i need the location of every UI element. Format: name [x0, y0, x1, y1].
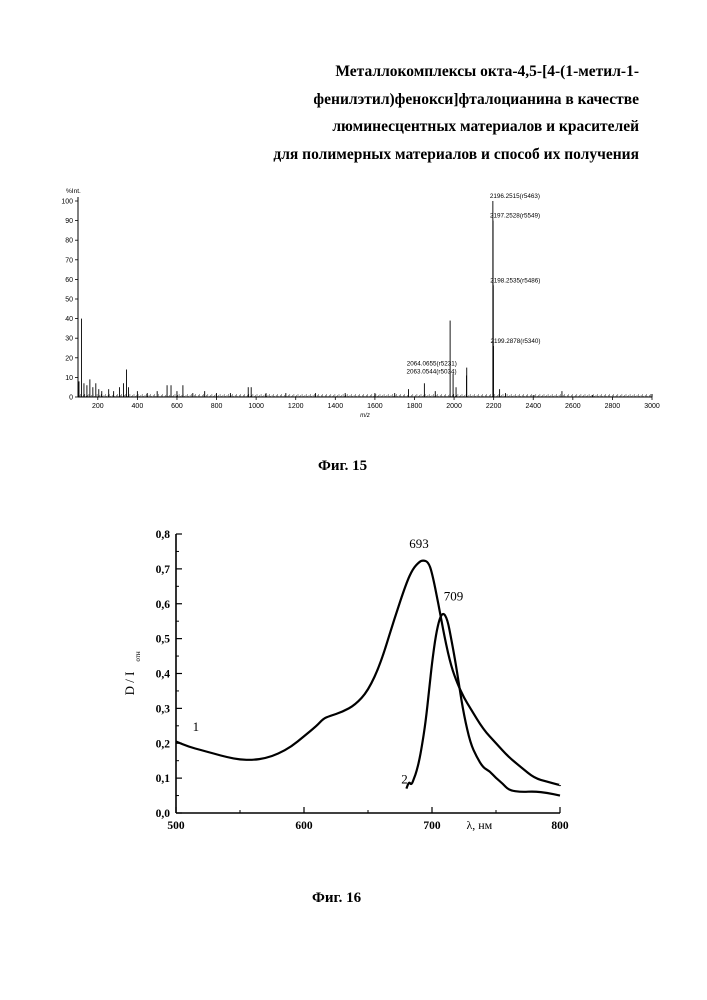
fig16-x-tick-label: 700	[423, 820, 441, 832]
fig16-x-tick-label: 500	[167, 820, 185, 832]
fig16-peak-annotation: 709	[444, 588, 464, 603]
fig16-y-label-group: D / I отн	[122, 651, 142, 695]
fig16-peak-annotation: 693	[409, 536, 429, 551]
fig16-y-tick-label: 0,6	[156, 599, 171, 611]
fig16-y-tick-label: 0,3	[156, 703, 171, 715]
fig16-y-label: D / I	[122, 672, 137, 696]
fig16-y-tick-label: 0,2	[156, 738, 171, 750]
fig16-x-label: λ, нм	[466, 818, 492, 832]
fig16-caption: Фиг. 16	[312, 890, 361, 907]
fig16-y-tick-label: 0,4	[156, 669, 171, 681]
fig16-y-tick-label: 0,8	[156, 529, 171, 541]
fig16-series-2-line	[406, 614, 560, 796]
fig16-y-tick-label: 0,5	[156, 634, 171, 646]
fig16-series-1-line	[176, 561, 560, 786]
fig16-x-tick-label: 600	[295, 820, 313, 832]
absorption-spectrum-chart: 0,0 0,1 0,2 0,3 0,4 0,5 0,6 0,7 0,8 500 600 700 800 λ…	[0, 0, 707, 1000]
fig16-y-label-subscript: отн	[134, 651, 142, 661]
fig16-x-tick-label: 800	[551, 820, 569, 832]
fig16-series-2-label: 2	[401, 771, 408, 786]
fig16-y-tick-label: 0,0	[156, 808, 171, 820]
fig16-series-1-label: 1	[193, 719, 200, 734]
fig16-y-tick-label: 0,7	[156, 564, 171, 576]
fig16-y-tick-label: 0,1	[156, 773, 171, 785]
